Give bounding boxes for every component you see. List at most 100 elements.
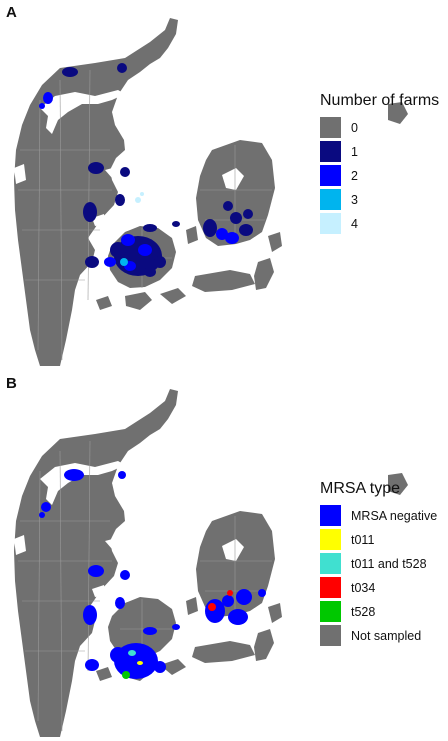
- inlet-water: [14, 535, 26, 555]
- legend-swatch: [320, 601, 341, 622]
- region-fill-mrsa-negative: [258, 589, 266, 597]
- region-fill-dark-blue: [110, 242, 126, 258]
- panel-letter: A: [6, 4, 17, 21]
- region-fill-blue: [121, 234, 135, 246]
- zealand-landmass: [196, 511, 275, 617]
- legend-label: t034: [351, 580, 376, 595]
- legend-swatch: [320, 213, 341, 234]
- region-fill-blue: [104, 257, 116, 267]
- region-fill-dark-blue: [85, 256, 99, 268]
- region-fill-blue: [216, 228, 228, 240]
- fjord-water: [222, 539, 244, 561]
- island-landmass: [125, 292, 152, 310]
- zealand-landmass: [196, 140, 275, 246]
- lolland-landmass: [192, 641, 255, 663]
- legend-item-not-sampled: Not sampled: [320, 624, 437, 647]
- island-landmass: [186, 226, 198, 244]
- legend-swatch: [320, 117, 341, 138]
- legend-label: Not sampled: [351, 628, 422, 643]
- region-fill-t034: [208, 603, 216, 611]
- region-fill-dark-blue: [120, 167, 130, 177]
- island-landmass: [96, 296, 112, 310]
- region-fill-mrsa-negative: [64, 469, 84, 481]
- region-fill-dark-blue: [243, 209, 253, 219]
- legend-mrsa-type: MRSA type MRSA negative t011 t011 and t5…: [320, 480, 437, 648]
- region-fill-blue: [39, 103, 45, 109]
- region-fill-mrsa-negative: [120, 570, 130, 580]
- island-landmass: [268, 603, 282, 623]
- panel-a: A Number of farms 0 1 2 3 4: [0, 0, 448, 370]
- denmark-map-mrsa: [14, 389, 408, 737]
- region-fill-mrsa-negative: [222, 595, 234, 607]
- legend-label: t011: [351, 532, 375, 547]
- region-fill-mrsa-negative: [88, 565, 104, 577]
- region-fill-t011: [137, 661, 143, 665]
- region-fill-dark-blue: [239, 224, 253, 236]
- legend-label: 0: [351, 120, 358, 135]
- legend-label: 3: [351, 192, 358, 207]
- fjord-water: [222, 168, 244, 190]
- region-fill-blue: [43, 92, 53, 104]
- region-fill-mrsa-negative: [228, 609, 248, 625]
- falster-landmass: [254, 258, 274, 290]
- region-fill-dark-blue: [230, 212, 242, 224]
- region-fill-t528: [122, 671, 130, 679]
- region-fill-blue: [138, 244, 152, 256]
- region-fill-mrsa-negative: [143, 627, 157, 635]
- lolland-landmass: [192, 270, 255, 292]
- island-landmass: [96, 667, 112, 681]
- legend-swatch: [320, 577, 341, 598]
- legend-item-0: 0: [320, 116, 439, 139]
- inlet-water: [105, 166, 124, 178]
- region-fill-dark-blue: [144, 267, 156, 277]
- inlet-water: [112, 110, 132, 124]
- municipality-boundary: [59, 79, 63, 361]
- legend-item-t011-and-t528: t011 and t528: [320, 552, 437, 575]
- jutland-landmass: [14, 18, 178, 366]
- legend-swatch: [320, 141, 341, 162]
- island-landmass: [160, 659, 186, 675]
- region-fill-dark-blue: [88, 162, 104, 174]
- region-fill-dark-blue: [143, 224, 157, 232]
- inlet-water: [112, 481, 132, 495]
- inlet-water: [105, 537, 124, 549]
- legend-swatch: [320, 553, 341, 574]
- region-fill-mrsa-negative: [41, 502, 51, 512]
- legend-item-t034: t034: [320, 576, 437, 599]
- legend-swatch: [320, 165, 341, 186]
- region-fill-mrsa-negative: [154, 661, 166, 673]
- legend-number-of-farms: Number of farms 0 1 2 3 4: [320, 92, 439, 236]
- region-fill-mrsa-negative: [205, 599, 225, 623]
- jutland-landmass: [14, 389, 178, 737]
- legend-label: t011 and t528: [351, 556, 427, 571]
- legend-label: 2: [351, 168, 358, 183]
- bornholm-landmass: [388, 473, 408, 495]
- panel-b: B MRSA type MRSA negative t011 t011 and …: [0, 371, 448, 741]
- bornholm-landmass: [388, 102, 408, 124]
- legend-label: t528: [351, 604, 376, 619]
- region-fill-dark-blue: [115, 194, 125, 206]
- island-landmass: [160, 288, 186, 304]
- region-fill-mrsa-negative: [172, 624, 180, 630]
- limfjord-water: [40, 461, 125, 505]
- legend-title: MRSA type: [320, 480, 401, 497]
- region-fill-mrsa-negative: [236, 589, 252, 605]
- region-fill-dark-blue: [223, 201, 233, 211]
- municipality-boundary: [37, 470, 41, 722]
- island-landmass: [268, 232, 282, 252]
- legend-swatch: [320, 189, 341, 210]
- legend-label: MRSA negative: [351, 508, 438, 523]
- region-fill-sky: [120, 258, 128, 266]
- region-fill-mrsa-negative: [115, 597, 125, 609]
- region-fill-mrsa-negative: [118, 471, 126, 479]
- region-fill-blue: [225, 232, 239, 244]
- legend-item-t011: t011: [320, 528, 437, 551]
- region-fill-mrsa-negative: [85, 659, 99, 671]
- region-fill-dark-blue: [117, 63, 127, 73]
- falster-landmass: [254, 629, 274, 661]
- limfjord-water: [40, 90, 125, 134]
- municipality-boundary: [37, 99, 41, 351]
- region-fill-mrsa-negative: [83, 605, 97, 625]
- region-fill-t034: [227, 590, 233, 596]
- region-fill-t011-and-t528: [128, 650, 136, 656]
